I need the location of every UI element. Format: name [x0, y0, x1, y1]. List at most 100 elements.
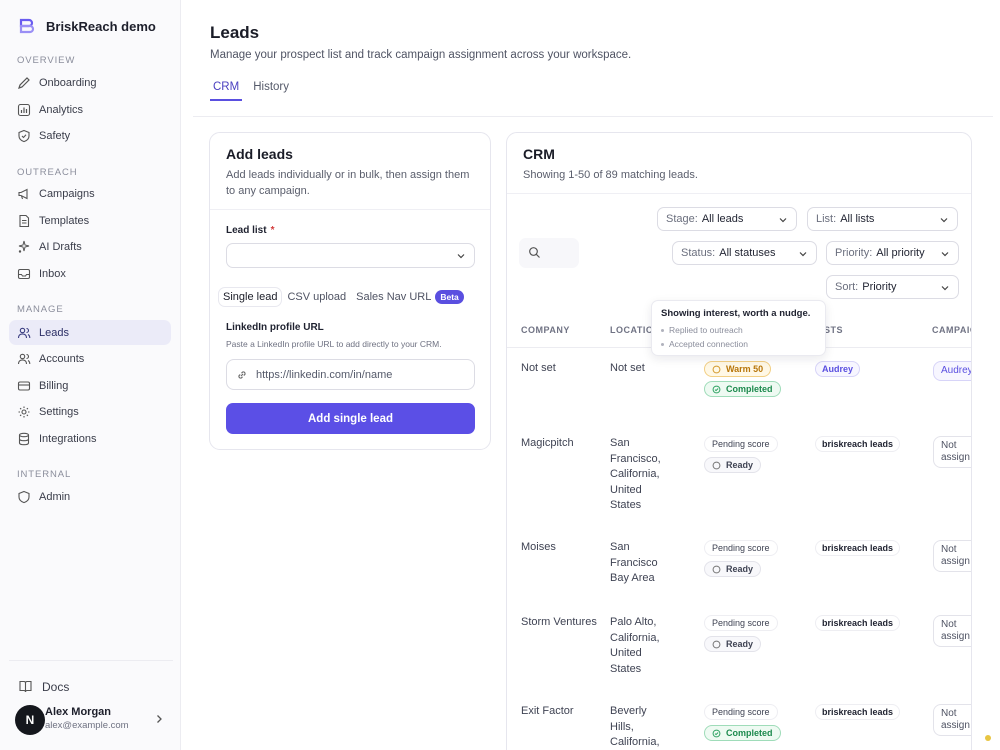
docs-label: Docs	[42, 679, 70, 694]
sidebar-item-onboarding[interactable]: Onboarding	[9, 70, 171, 95]
status-filter[interactable]: Status: All statuses	[672, 241, 817, 265]
mode-tab-label: Sales Nav URL	[356, 291, 432, 303]
lead-list-select[interactable]	[226, 243, 475, 268]
list-filter[interactable]: List: All lists	[807, 207, 958, 231]
row-company[interactable]: Magicpitch	[521, 437, 574, 449]
sidebar-item-analytics[interactable]: Analytics	[9, 97, 171, 122]
score-badge: Pending score	[704, 436, 778, 452]
sidebar-item-inbox[interactable]: Inbox	[9, 261, 171, 286]
sidebar-item-admin[interactable]: Admin	[9, 484, 171, 509]
row-company[interactable]: Exit Factor	[521, 705, 574, 717]
add-leads-title: Add leads	[226, 146, 293, 162]
chevron-down-icon	[941, 286, 949, 291]
filter-label: Status:	[681, 247, 716, 259]
list-badge[interactable]: briskreach leads	[815, 704, 901, 720]
sidebar-item-label: AI Drafts	[39, 240, 82, 253]
document-icon	[19, 214, 30, 227]
list-badge[interactable]: briskreach leads	[815, 540, 901, 556]
check-circle-icon	[712, 385, 721, 393]
page-subtitle: Manage your prospect list and track camp…	[210, 49, 632, 61]
filter-value: All leads	[701, 213, 744, 225]
filter-label: Priority:	[835, 247, 873, 259]
sidebar-item-ai-drafts[interactable]: AI Drafts	[9, 234, 171, 259]
sidebar-item-settings[interactable]: Settings	[9, 399, 171, 424]
row-company[interactable]: Storm Ventures	[521, 616, 597, 628]
row-company[interactable]: Not set	[521, 362, 556, 374]
section-label-overview: OVERVIEW	[17, 55, 76, 66]
sidebar-item-safety[interactable]: Safety	[9, 123, 171, 148]
chevron-down-icon	[457, 254, 465, 259]
sidebar-item-billing[interactable]: Billing	[9, 373, 171, 398]
linkedin-url-input[interactable]	[256, 368, 456, 381]
filter-label: Sort:	[835, 281, 859, 293]
campaign-badge[interactable]: Audrey	[933, 361, 971, 381]
mode-tab-sales-nav-url[interactable]: Sales Nav URL Beta	[352, 288, 468, 306]
list-badge[interactable]: Audrey	[815, 361, 861, 377]
required-mark: *	[270, 225, 275, 236]
filter-value: All statuses	[719, 247, 776, 259]
sidebar-item-label: Settings	[39, 405, 79, 418]
priority-filter[interactable]: Priority: All priority	[826, 241, 959, 265]
tab-history[interactable]: History	[253, 81, 289, 93]
sidebar-item-label: Onboarding	[39, 76, 97, 89]
stage-filter[interactable]: Stage: All leads	[657, 207, 797, 231]
brand[interactable]: BriskReach demo	[17, 16, 156, 36]
tooltip-item: Replied to outreach	[661, 325, 743, 335]
sidebar-item-leads[interactable]: Leads	[9, 320, 171, 345]
list-badge[interactable]: briskreach leads	[815, 436, 901, 452]
shield-icon	[18, 129, 30, 142]
tooltip-item: Accepted connection	[661, 339, 748, 349]
score-badge: Warm 50	[704, 361, 772, 377]
linkedin-url-label: LinkedIn profile URL	[226, 322, 324, 333]
status-indicator	[985, 735, 991, 741]
user-menu[interactable]: N Alex Morgan alex@example.com	[15, 705, 175, 735]
inbox-icon	[17, 268, 31, 279]
sidebar-item-templates[interactable]: Templates	[9, 208, 171, 233]
page-title: Leads	[210, 23, 260, 42]
filter-value: All lists	[840, 213, 875, 225]
clock-icon	[712, 565, 721, 573]
campaign-badge[interactable]: Not assign	[933, 615, 971, 647]
brand-logo-icon	[19, 18, 35, 34]
bar-chart-icon	[17, 103, 31, 116]
lead-list-label: Lead list *	[226, 225, 274, 236]
sidebar-item-accounts[interactable]: Accounts	[9, 346, 171, 371]
docs-link[interactable]: Docs	[18, 679, 69, 694]
sidebar-item-label: Campaigns	[39, 187, 95, 200]
row-company[interactable]: Moises	[521, 541, 556, 553]
check-circle-icon	[712, 729, 721, 737]
list-badge[interactable]: briskreach leads	[815, 615, 901, 631]
campaign-badge[interactable]: Not assign	[933, 436, 971, 468]
sidebar-item-label: Billing	[39, 379, 69, 392]
campaign-badge[interactable]: Not assign	[933, 540, 971, 572]
column-header-campaign[interactable]: CAMPAIG	[932, 325, 971, 335]
tooltip-item-text: Accepted connection	[669, 339, 748, 349]
status-text: Ready	[726, 639, 754, 649]
card-divider	[507, 193, 971, 194]
sidebar-item-label: Templates	[39, 214, 90, 227]
column-header-lists[interactable]: LISTS	[815, 325, 844, 335]
database-icon	[18, 432, 30, 445]
filter-label: Stage:	[666, 213, 698, 225]
tab-crm[interactable]: CRM	[210, 81, 243, 101]
mode-tab-csv-upload[interactable]: CSV upload	[287, 291, 347, 303]
add-single-lead-button[interactable]: Add single lead	[226, 403, 475, 434]
linkedin-url-field[interactable]	[226, 359, 475, 390]
column-header-location[interactable]: LOCATION	[610, 325, 661, 335]
sort-select[interactable]: Sort: Priority	[826, 275, 959, 299]
mode-tab-single-lead[interactable]: Single lead	[219, 288, 282, 306]
row-location: San Francisco, California, United States	[610, 437, 661, 512]
priority-tooltip: Showing interest, worth a nudge. Replied…	[651, 300, 826, 356]
status-text: Ready	[726, 460, 754, 470]
sidebar-item-integrations[interactable]: Integrations	[9, 426, 171, 451]
crm-title: CRM	[523, 146, 555, 162]
sidebar-item-label: Safety	[39, 129, 71, 142]
sidebar-item-campaigns[interactable]: Campaigns	[9, 181, 171, 206]
search-box[interactable]	[519, 238, 579, 268]
column-header-company[interactable]: COMPANY	[521, 325, 570, 335]
score-badge: Pending score	[704, 540, 778, 556]
megaphone-icon	[18, 188, 28, 199]
chevron-down-icon	[940, 218, 948, 223]
bullet-dot	[661, 328, 664, 332]
campaign-badge[interactable]: Not assign	[933, 704, 971, 736]
